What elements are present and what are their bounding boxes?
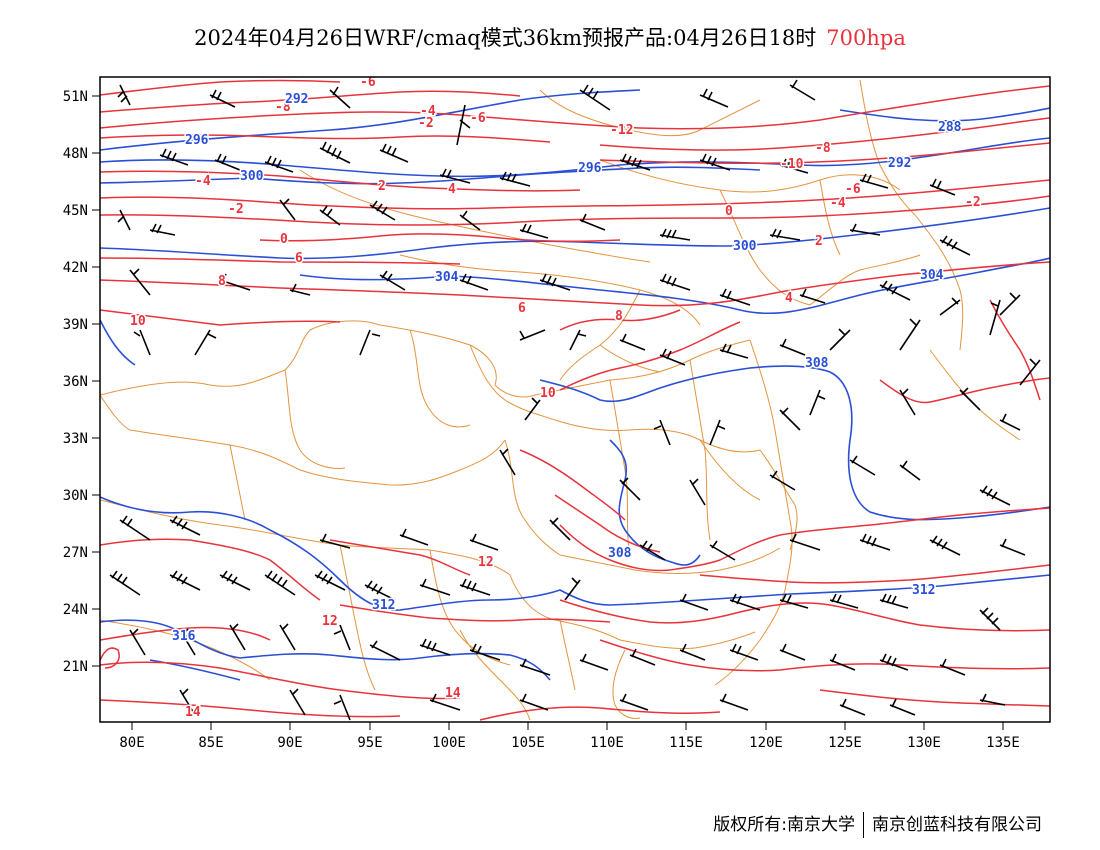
map-title: 2024年04月26日WRF/cmaq模式36km预报产品:04月26日18时 7… xyxy=(0,22,1100,52)
temp-label: 14 xyxy=(185,705,201,720)
height-label: 316 xyxy=(172,629,196,644)
lat-axis: 51N 48N 45N 42N 39N 36N 33N 30N 27N 24N … xyxy=(63,89,100,675)
title-level: 700hpa xyxy=(826,26,906,50)
height-label: 304 xyxy=(435,270,459,285)
height-label: 292 xyxy=(285,92,308,107)
company-name: 南京创蓝科技有限公司 xyxy=(872,815,1042,835)
lat-label: 33N xyxy=(63,431,88,447)
temp-label: -6 xyxy=(360,75,376,90)
height-contour-labels: 292 296 300 304 308 312 316 288 292 296 … xyxy=(171,91,964,646)
lon-label: 85E xyxy=(198,735,223,751)
lon-label: 125E xyxy=(828,735,862,751)
lat-label: 21N xyxy=(63,659,88,675)
temp-label: 12 xyxy=(478,555,494,570)
height-label: 300 xyxy=(733,239,757,254)
copyright-text: 版权所有:南京大学 xyxy=(713,815,855,835)
lon-label: 80E xyxy=(119,735,144,751)
temp-label: 12 xyxy=(322,614,338,629)
temp-label: 6 xyxy=(295,251,303,266)
temp-label: -8 xyxy=(815,141,831,156)
lon-axis: 80E 85E 90E 95E 100E 105E 110E 115E 120E… xyxy=(119,722,1020,751)
height-label: 312 xyxy=(372,598,395,613)
footer-divider xyxy=(863,812,864,838)
temp-label: 10 xyxy=(540,386,556,401)
temp-label: -6 xyxy=(470,111,486,126)
lon-label: 120E xyxy=(749,735,783,751)
height-label: 296 xyxy=(185,133,209,148)
lon-label: 110E xyxy=(590,735,624,751)
height-label: 288 xyxy=(938,120,962,135)
temp-label: -8 xyxy=(275,100,291,115)
temp-label: 10 xyxy=(130,314,146,329)
temp-label: -12 xyxy=(610,123,633,138)
temp-label: 0 xyxy=(280,232,288,247)
temp-label: -4 xyxy=(420,104,436,119)
lat-label: 48N xyxy=(63,146,88,162)
temp-label: -4 xyxy=(830,196,846,211)
temp-label: 0 xyxy=(725,204,733,219)
lat-label: 42N xyxy=(63,260,88,276)
height-label: 304 xyxy=(920,268,944,283)
height-label: 292 xyxy=(888,156,911,171)
lon-label: 105E xyxy=(511,735,545,751)
lat-label: 24N xyxy=(63,602,88,618)
temp-label: 2 xyxy=(378,179,386,194)
temp-label: 8 xyxy=(218,274,226,289)
height-label: 300 xyxy=(240,169,264,184)
lat-label: 45N xyxy=(63,203,88,219)
border-lines xyxy=(100,79,1021,721)
lon-label: 95E xyxy=(357,735,382,751)
lat-label: 30N xyxy=(63,488,88,504)
temp-label: 2 xyxy=(815,234,823,249)
height-label: 296 xyxy=(578,161,602,176)
height-label: 312 xyxy=(912,583,935,598)
temp-label: 4 xyxy=(785,291,793,306)
temperature-contours xyxy=(100,79,1050,721)
map-frame xyxy=(99,76,1051,723)
lat-label: 36N xyxy=(63,374,88,390)
temperature-contour-labels: -8 -6 -4 -2 -6 -4 -2 0 2 4 6 8 10 12 14 … xyxy=(129,75,983,722)
temp-label: -2 xyxy=(228,202,244,217)
height-label: 308 xyxy=(608,546,632,561)
temp-label: -2 xyxy=(418,116,434,131)
temp-label: 14 xyxy=(445,686,461,701)
lat-label: 51N xyxy=(63,89,88,105)
temp-label: -6 xyxy=(845,182,861,197)
temp-label: 8 xyxy=(615,309,623,324)
wind-barbs xyxy=(109,79,1041,721)
temp-label: -4 xyxy=(195,174,211,189)
temp-label: 4 xyxy=(448,182,456,197)
temp-label: -2 xyxy=(965,195,981,210)
lon-label: 135E xyxy=(986,735,1020,751)
temp-label: 6 xyxy=(518,301,526,316)
lat-label: 27N xyxy=(63,545,88,561)
lon-label: 115E xyxy=(669,735,703,751)
lon-label: 130E xyxy=(907,735,941,751)
height-label: 308 xyxy=(805,356,829,371)
title-main: 2024年04月26日WRF/cmaq模式36km预报产品:04月26日18时 xyxy=(194,26,817,50)
temp-label: -10 xyxy=(780,157,804,172)
lon-label: 100E xyxy=(432,735,466,751)
copyright-footer: 版权所有:南京大学 南京创蓝科技有限公司 xyxy=(713,810,1042,838)
lat-label: 39N xyxy=(63,317,88,333)
lon-label: 90E xyxy=(277,735,302,751)
